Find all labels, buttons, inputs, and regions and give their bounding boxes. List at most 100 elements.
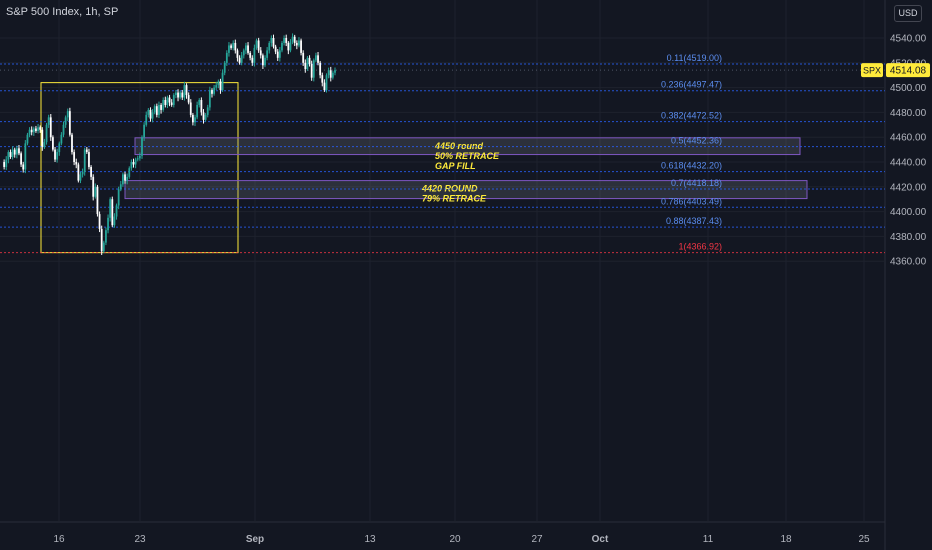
candle-body — [240, 55, 243, 63]
candle-body — [281, 42, 283, 51]
candle-body — [219, 81, 222, 91]
candle-body — [191, 114, 194, 123]
candle-body — [304, 62, 307, 69]
candle-body — [331, 72, 334, 78]
candle-body — [141, 137, 143, 156]
candle-body — [175, 92, 177, 96]
candle-body — [77, 164, 80, 181]
candle-body — [24, 143, 27, 170]
candle-body — [315, 55, 317, 61]
candle-body — [153, 106, 156, 113]
candle-body — [111, 199, 114, 226]
candle-body — [83, 149, 86, 172]
candle-body — [266, 50, 269, 58]
candle-body — [215, 85, 218, 88]
candle-body — [291, 36, 294, 42]
candle-body — [92, 176, 95, 197]
zone-annotation: 50% RETRACE — [435, 151, 500, 161]
x-tick-label: 13 — [364, 534, 376, 545]
candle-body — [102, 242, 105, 252]
candle-body — [200, 100, 203, 113]
candle-body — [22, 164, 25, 170]
candle-body — [170, 102, 173, 105]
last-price-label: 4514.08 — [890, 66, 927, 77]
price-axis: 4540.004520.004500.004480.004460.004440.… — [861, 34, 930, 268]
candle-body — [155, 106, 158, 115]
candle-body — [255, 40, 258, 48]
x-tick-label: Oct — [592, 534, 609, 545]
candle-body — [312, 60, 315, 78]
candle-body — [128, 168, 131, 177]
candle-body — [41, 129, 44, 148]
candle-body — [30, 129, 33, 133]
candle-body — [124, 174, 126, 181]
candle-body — [18, 148, 20, 154]
x-tick-label: 16 — [53, 534, 65, 545]
candle-body — [206, 107, 209, 115]
candle-body — [119, 184, 122, 190]
candle-body — [81, 171, 84, 175]
analysis-box-layer — [40, 82, 239, 254]
candle-body — [232, 42, 235, 48]
candle-body — [179, 92, 182, 98]
candle-body — [228, 45, 230, 53]
currency-button[interactable]: USD — [894, 5, 922, 22]
candle-body — [166, 97, 169, 105]
candle-body — [13, 149, 16, 155]
candle-body — [238, 57, 241, 63]
candle-body — [283, 38, 285, 43]
candle-body — [136, 158, 139, 160]
last-price-tag — [886, 63, 930, 78]
y-tick-label: 4480.00 — [890, 108, 927, 119]
candle-body — [251, 57, 254, 63]
candle-body — [177, 92, 179, 98]
candle-body — [9, 152, 12, 158]
zone-annotation: GAP FILL — [435, 161, 476, 171]
candle-body — [90, 166, 92, 177]
candle-body — [319, 62, 322, 76]
candle-body — [194, 117, 196, 123]
candle-body — [217, 81, 220, 86]
candle-body — [223, 62, 226, 73]
candle-body — [105, 230, 107, 243]
candle-body — [132, 162, 135, 165]
candle-body — [68, 111, 71, 135]
candle-body — [39, 127, 42, 130]
candle-body — [289, 41, 292, 51]
candle-body — [11, 149, 14, 158]
candle-body — [130, 162, 133, 169]
candle-body — [236, 50, 239, 58]
candle-body — [253, 47, 256, 63]
candle-body — [230, 45, 232, 48]
candle-body — [35, 128, 37, 131]
fib-label: 0.786(4403.49) — [661, 196, 722, 206]
candle-body — [138, 155, 141, 159]
time-axis: 16 23 Sep 13 20 27 Oct 11 18 25 — [53, 534, 870, 545]
candle-body — [60, 134, 63, 144]
candle-body — [54, 149, 56, 160]
candle-body — [26, 134, 29, 144]
candle-body — [32, 128, 35, 133]
candle-body — [196, 104, 199, 118]
candle-body — [7, 152, 10, 160]
candle-body — [96, 186, 99, 215]
ticker-tag — [861, 63, 883, 78]
chart-title: S&P 500 Index, 1h, SP — [6, 6, 119, 18]
candle-body — [151, 112, 154, 119]
y-tick-label: 4360.00 — [890, 257, 927, 268]
y-tick-label: 4460.00 — [890, 133, 927, 144]
y-tick-label: 4400.00 — [890, 207, 927, 218]
candle-body — [225, 52, 228, 63]
candle-body — [98, 214, 101, 229]
candle-body — [94, 186, 97, 197]
x-tick-label: Sep — [246, 534, 264, 545]
candle-body — [164, 100, 167, 105]
candle-body — [308, 57, 311, 65]
candle-body — [107, 217, 109, 231]
candle-body — [160, 104, 162, 110]
candle-body — [208, 90, 211, 108]
candle-body — [321, 75, 324, 83]
candle-body — [85, 149, 88, 153]
